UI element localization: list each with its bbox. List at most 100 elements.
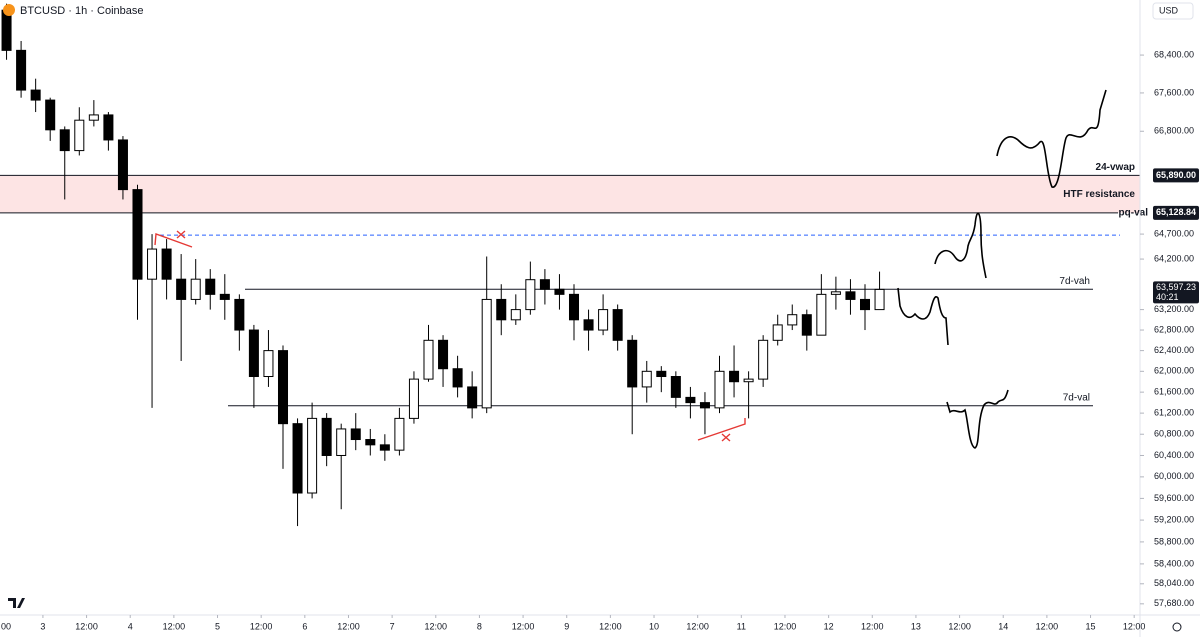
price-tag: [1153, 205, 1199, 220]
candle-body: [45, 99, 56, 131]
last-price-tag: [1153, 281, 1199, 304]
candle-body: [583, 319, 594, 331]
axes: 68,400.00 67,600.00 66,800.00 64,700.00 64,2…: [1, 49, 1199, 631]
y-tick-label: 66,800.00: [1154, 126, 1194, 136]
x-tick-label: 7: [390, 621, 395, 631]
freehand: [996, 89, 1107, 188]
candle-body: [161, 248, 172, 280]
candle-body: [394, 417, 405, 451]
candle-body: [496, 298, 507, 321]
candle-body: [30, 89, 41, 101]
y-tick-label: 63,200.00: [1154, 304, 1194, 314]
x-tick-label: 12:00: [337, 621, 360, 631]
candle-body: [699, 402, 710, 409]
candle-body: [438, 339, 449, 370]
y-tick-label: 58,040.00: [1154, 578, 1194, 588]
y-tick-label: 60,400.00: [1154, 450, 1194, 460]
divergence-line: [154, 233, 193, 248]
candle-body: [554, 288, 565, 295]
symbol-icon: [3, 4, 15, 16]
candle-body: [874, 288, 885, 311]
candle-body: [423, 339, 434, 380]
candle-body: [510, 309, 521, 321]
freehand: [897, 287, 949, 346]
candle-body: [350, 428, 361, 441]
candle-body: [859, 298, 871, 311]
candle-body: [758, 339, 769, 380]
x-tick-label: 12: [824, 621, 834, 631]
candle-body: [481, 298, 492, 409]
x-tick-label: 12:00: [1036, 621, 1059, 631]
candle-body: [729, 370, 740, 383]
x-tick-label: 12:00: [686, 621, 709, 631]
logo-shape: [8, 598, 25, 608]
y-tick-label: 64,200.00: [1154, 253, 1194, 263]
x-tick-label: 6: [302, 621, 307, 631]
tv-logo: [8, 598, 25, 608]
candle-body: [190, 278, 201, 300]
level-label: pq-val: [1119, 207, 1149, 218]
x-tick-label: 12:00: [774, 621, 797, 631]
x-tick-label: 10: [649, 621, 659, 631]
candle-body: [467, 386, 478, 409]
candle-body: [627, 339, 638, 388]
candle-body: [59, 129, 70, 152]
last-price-label: 63,597.23: [1156, 282, 1196, 292]
cross-mark: [721, 433, 731, 442]
x-tick-label: 15: [1086, 621, 1096, 631]
currency-button[interactable]: [1152, 2, 1194, 20]
x-tick-label: 4: [128, 621, 133, 631]
x-tick-label: 12:00: [1123, 621, 1146, 631]
candle-body: [816, 293, 827, 336]
candle-body: [830, 291, 841, 295]
x-tick-label: 12:00: [425, 621, 448, 631]
settings-icon[interactable]: [1172, 622, 1182, 632]
y-tick-label: 67,600.00: [1154, 87, 1194, 97]
price-tag: [1153, 168, 1199, 183]
candle-body: [321, 417, 332, 456]
candle-body: [1, 9, 12, 51]
candle-body: [263, 350, 274, 378]
candle-body: [205, 278, 216, 295]
x-tick-label: 12:00: [861, 621, 884, 631]
y-tick-label: 57,680.00: [1154, 598, 1194, 608]
y-tick-label: 61,200.00: [1154, 407, 1194, 417]
candle-body: [801, 314, 812, 336]
candle-body: [103, 114, 114, 141]
x-tick-label: 12:00: [250, 621, 273, 631]
zone-label: HTF resistance: [1063, 189, 1135, 200]
x-tick-label: 5: [215, 621, 220, 631]
drawings: [897, 89, 1107, 449]
candle-body: [234, 298, 245, 331]
y-tick-label: 62,400.00: [1154, 345, 1194, 355]
candle-body: [176, 278, 187, 300]
candle-body: [670, 376, 681, 398]
x-tick-label: 11: [737, 621, 746, 631]
candle-body: [641, 370, 652, 388]
freehand: [946, 389, 1009, 449]
y-tick-label: 62,800.00: [1154, 324, 1194, 334]
y-tick-label: 60,000.00: [1154, 471, 1194, 481]
candle-body: [845, 291, 856, 300]
candle-body: [612, 309, 623, 341]
y-tick-label: 59,200.00: [1154, 514, 1194, 524]
candle-body: [743, 378, 754, 383]
x-tick-label: 12:00: [512, 621, 535, 631]
candle-body: [117, 139, 128, 191]
candle-body: [132, 189, 143, 280]
x-tick-label: 12:00: [163, 621, 186, 631]
candle-body: [16, 49, 27, 91]
candle-body: [685, 396, 696, 404]
y-tick-label: 68,400.00: [1154, 49, 1194, 59]
level-label: 24-vwap: [1096, 162, 1135, 173]
y-tick-label: 64,700.00: [1154, 228, 1194, 238]
candle-body: [568, 293, 580, 321]
price-tag-label: 65,890.00: [1156, 170, 1196, 180]
x-tick-label: 12:00: [75, 621, 98, 631]
cross-mark: [176, 230, 186, 239]
candle-body: [714, 370, 725, 409]
currency-label[interactable]: USD: [1159, 5, 1179, 15]
annotation-marks: [154, 230, 746, 442]
candle-body: [336, 428, 347, 456]
x-tick-label: 3: [40, 621, 45, 631]
